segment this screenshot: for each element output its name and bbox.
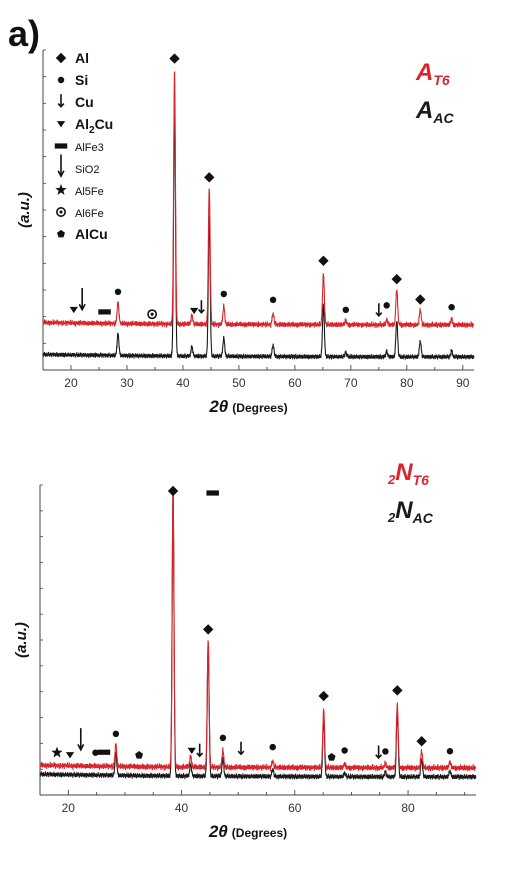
diamond-marker <box>204 172 215 183</box>
x-tick-label: 90 <box>456 376 470 390</box>
diamond-marker <box>318 690 329 702</box>
legend-label: Al6Fe <box>75 208 104 220</box>
long-arrow-legend-icon <box>57 154 65 178</box>
circle-marker <box>341 747 348 754</box>
circle-marker <box>383 302 390 309</box>
ring-marker <box>147 309 158 320</box>
star-legend-icon <box>55 184 67 195</box>
circle-marker <box>342 306 350 314</box>
pentagon-marker <box>135 751 144 759</box>
series-t6 <box>42 71 475 329</box>
triangle-down-marker <box>189 307 199 315</box>
short-arrow-marker <box>237 741 245 756</box>
figure-label: a) <box>8 13 40 54</box>
circle-marker <box>219 734 227 742</box>
triangle-down-marker <box>187 747 196 755</box>
triangle-down-legend-icon <box>56 121 66 128</box>
pentagon-legend-icon <box>57 229 65 238</box>
star-marker <box>51 746 63 758</box>
rect-marker <box>98 309 111 315</box>
rect-marker <box>206 490 219 496</box>
pentagon-marker <box>327 753 336 761</box>
diamond-marker <box>416 736 427 747</box>
series-t6 <box>39 490 477 772</box>
x-tick-label: 50 <box>232 376 246 390</box>
circle-marker <box>269 296 277 304</box>
circle-marker <box>112 730 120 738</box>
x-tick-label: 40 <box>175 801 189 815</box>
rect-marker <box>97 749 111 755</box>
sample-label: AT6 <box>415 59 450 88</box>
long-arrow-marker <box>77 728 85 752</box>
legend-label: Cu <box>75 94 94 110</box>
legend-label: Si <box>75 72 88 88</box>
legend-label: AlFe3 <box>75 142 104 154</box>
x-tick-label: 20 <box>64 376 78 390</box>
sample-label: AAC <box>415 97 454 126</box>
short-arrow-marker <box>197 300 205 314</box>
circle-marker <box>220 290 228 298</box>
legend-label: Al2Cu <box>75 116 113 136</box>
short-arrow-marker <box>375 303 383 317</box>
short-arrow-marker <box>375 745 383 760</box>
x-tick-label: 80 <box>401 801 415 815</box>
legend-label: AlCu <box>75 226 108 242</box>
circle-legend-icon <box>57 76 65 84</box>
y-axis-label: (a.u.) <box>16 192 33 228</box>
series-as-cast <box>39 489 477 781</box>
x-tick-label: 60 <box>288 376 302 390</box>
series-as-cast <box>42 94 475 361</box>
circle-marker <box>114 288 122 296</box>
long-arrow-marker <box>78 287 86 312</box>
circle-marker <box>448 303 455 311</box>
short-arrow-marker <box>196 743 204 758</box>
y-axis-label: (a.u.) <box>13 622 30 658</box>
sample-label: 2NAC <box>387 497 434 526</box>
diamond-legend-icon <box>55 52 67 64</box>
legend-label: SiO2 <box>75 164 99 176</box>
x-tick-label: 30 <box>120 376 134 390</box>
rect-legend-icon <box>54 143 68 149</box>
legend-label: Al <box>75 50 89 66</box>
diamond-marker <box>202 624 214 635</box>
chart-bottom: 20 40 60 80 (a.u.) 2θ (Degrees) 2NT6 2NAC <box>13 459 477 841</box>
legend-label: Al5Fe <box>75 186 104 198</box>
diamond-marker <box>318 255 329 267</box>
x-tick-label: 40 <box>176 376 190 390</box>
diamond-marker <box>391 273 402 285</box>
triangle-down-marker <box>65 752 75 759</box>
circle-marker <box>269 743 276 751</box>
circle-marker <box>382 748 389 755</box>
x-axis-label: 2θ (Degrees) <box>208 822 287 841</box>
x-tick-label: 80 <box>400 376 414 390</box>
diamond-marker <box>415 294 426 305</box>
x-axis-label: 2θ (Degrees) <box>208 397 287 416</box>
sample-label: 2NT6 <box>387 459 429 488</box>
x-tick-label: 20 <box>62 801 76 815</box>
diamond-marker <box>392 685 403 696</box>
circle-marker <box>446 748 454 755</box>
x-tick-label: 60 <box>288 801 302 815</box>
diamond-marker <box>169 53 180 64</box>
circle-marker <box>92 749 99 756</box>
short-arrow-legend-icon <box>57 94 65 108</box>
x-tick-label: 70 <box>344 376 358 390</box>
chart-top: 20 30 40 50 60 70 80 90 (a.u.) 2θ (Degrees) AT6 AAC A… <box>16 49 475 416</box>
diamond-marker <box>167 485 179 497</box>
triangle-down-marker <box>69 306 78 314</box>
ring-legend-icon <box>56 207 66 217</box>
